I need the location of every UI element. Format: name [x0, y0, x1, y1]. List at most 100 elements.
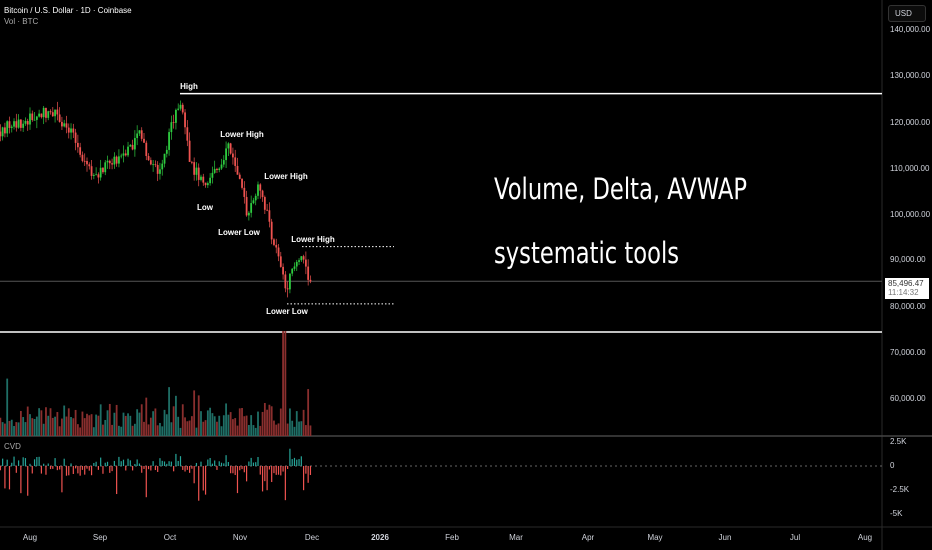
volume-bar [56, 412, 59, 436]
candle-body [15, 121, 18, 128]
cvd-bar [106, 461, 109, 466]
candle-body [259, 184, 262, 191]
volume-bar [133, 423, 136, 436]
candle-body [277, 247, 280, 257]
cvd-bar [243, 466, 245, 473]
volume-bar [266, 409, 269, 436]
cvd-bar [11, 462, 13, 466]
volume-bar [120, 426, 123, 436]
candle-body [113, 156, 116, 165]
volume-bar [259, 425, 262, 436]
candle-body [0, 131, 2, 137]
candle-body [209, 177, 212, 184]
volume-bar [304, 425, 307, 436]
volume-bar [225, 403, 227, 436]
volume-bar [220, 426, 223, 436]
candle-body [8, 121, 11, 128]
cvd-bar [125, 466, 127, 471]
cvd-bar [116, 466, 118, 495]
candle-body [79, 147, 82, 155]
volume-bar [108, 403, 111, 436]
cvd-bar [241, 466, 243, 470]
cvd-bar [216, 466, 218, 470]
currency-button[interactable]: USD [888, 5, 926, 22]
candle-body [289, 273, 291, 290]
cvd-bar [177, 460, 179, 466]
cvd-bar [132, 466, 134, 471]
annotation-lower-low: Lower Low [218, 228, 260, 237]
cvd-bar [95, 461, 97, 466]
volume-bar [181, 404, 184, 436]
candle-body [163, 153, 166, 164]
cvd-bar [63, 458, 65, 466]
volume-bar [229, 412, 232, 436]
time-tick: Sep [92, 533, 108, 542]
candle-body [266, 209, 269, 211]
cvd-bar [280, 466, 282, 476]
volume-bar [175, 395, 177, 436]
volume-bar [241, 408, 243, 436]
volume-bar [76, 424, 79, 436]
annotation-high: High [180, 82, 198, 91]
cvd-tick: -2.5K [890, 485, 910, 494]
volume-bar [24, 422, 27, 436]
cvd-bar [303, 466, 305, 491]
price-tick: 120,000.00 [890, 118, 931, 127]
volume-bar [197, 395, 200, 436]
cvd-bar [86, 466, 88, 469]
volume-bar [81, 411, 84, 436]
cvd-bar [214, 460, 216, 466]
volume-bar [8, 420, 11, 436]
cvd-bar [271, 466, 273, 483]
cvd-bar [145, 466, 147, 498]
volume-bar [289, 408, 291, 436]
cvd-bar [136, 459, 138, 466]
volume-bar [106, 410, 109, 436]
cvd-bar [264, 466, 266, 482]
candle-body [140, 130, 143, 139]
volume-bar [222, 415, 225, 436]
annotation-low: Low [197, 203, 213, 212]
cvd-bar [255, 462, 257, 466]
cvd-bar [234, 466, 236, 475]
candle-body [254, 195, 257, 201]
volume-bar [300, 421, 303, 436]
candle-body [161, 163, 164, 170]
cvd-bar [282, 466, 284, 472]
cvd-bar [204, 466, 207, 495]
candle-body [10, 126, 13, 128]
cvd-bar [227, 462, 229, 466]
volume-bar [15, 422, 18, 436]
candle-body [184, 112, 186, 128]
candle-body [229, 143, 232, 154]
price-tick: 90,000.00 [890, 255, 926, 264]
time-tick: Jun [718, 533, 732, 542]
time-tick: Mar [509, 533, 523, 542]
volume-bar [179, 427, 182, 436]
time-tick: Dec [304, 533, 320, 542]
cvd-tick: 2.5K [890, 437, 907, 446]
volume-bar [42, 423, 45, 436]
volume-bar [186, 421, 189, 436]
candle-body [26, 121, 29, 125]
cvd-bar [236, 466, 239, 494]
cvd-bar [170, 461, 172, 466]
cvd-bar [109, 466, 111, 473]
candle-body [261, 190, 264, 198]
cvd-bar [75, 466, 77, 469]
candle-body [291, 268, 294, 274]
volume-bar [200, 411, 202, 436]
volume-bar [252, 425, 255, 436]
time-tick: Oct [163, 533, 177, 542]
candle-body [186, 127, 189, 141]
cvd-bar [31, 466, 33, 474]
cvd-bar [163, 461, 166, 466]
cvd-bar [38, 456, 40, 466]
volume-bar [261, 411, 264, 436]
volume-bar [40, 410, 43, 436]
candle-body [204, 182, 207, 186]
candle-body [102, 167, 104, 173]
volume-bar [204, 420, 207, 436]
cvd-bar [159, 458, 161, 466]
